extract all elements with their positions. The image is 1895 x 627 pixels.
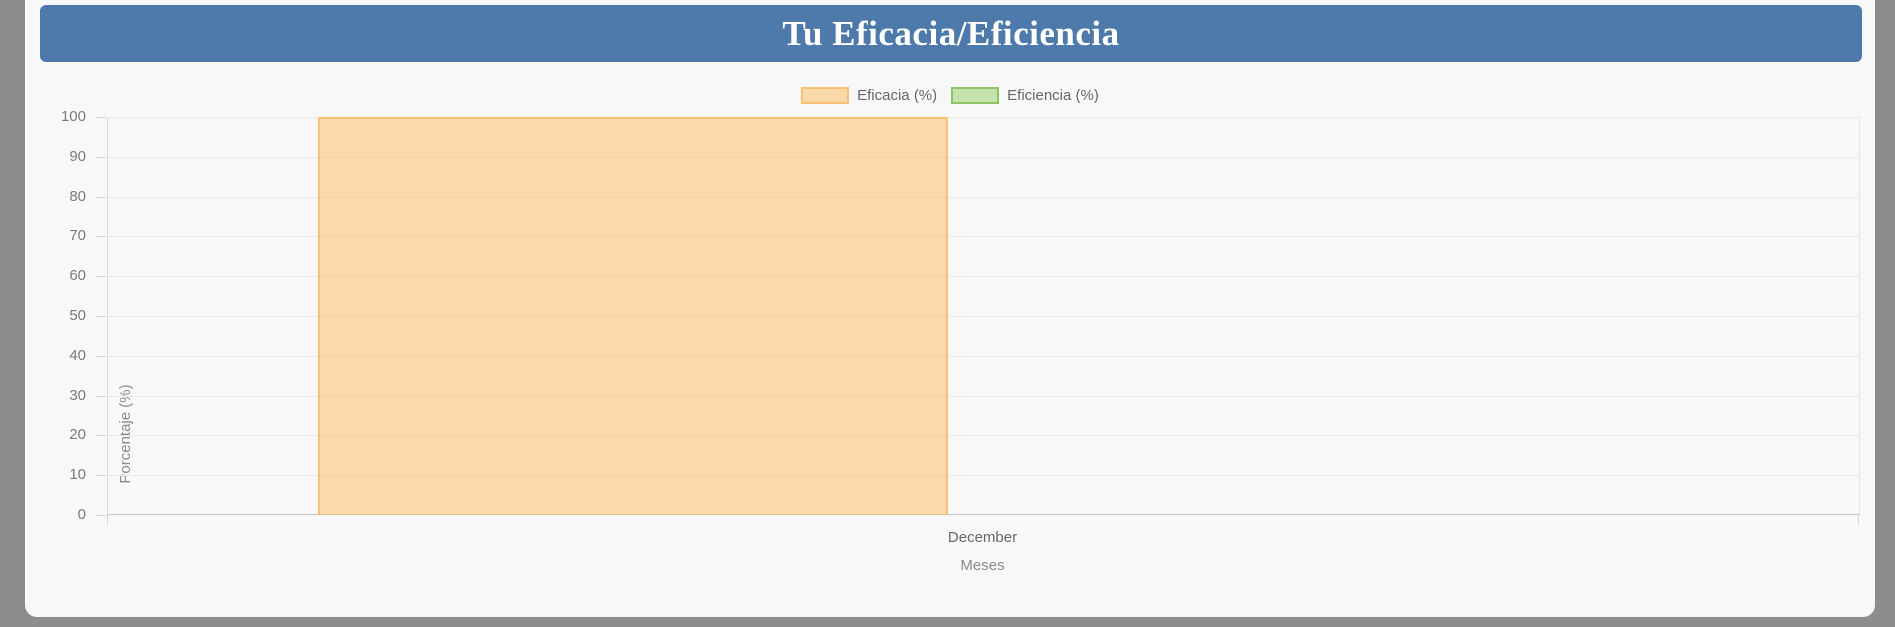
y-tick-label: 50 xyxy=(69,307,86,324)
y-tick-mark xyxy=(96,117,106,118)
y-tick-label: 40 xyxy=(69,346,86,364)
y-tick-mark xyxy=(96,395,106,397)
y-tick-label: 10 xyxy=(69,466,86,484)
content-card: Tu Eficacia/Eficiencia Eficacia (%) Efici… xyxy=(25,0,1875,617)
y-tick-mark xyxy=(96,355,106,357)
y-tick-label: 20 xyxy=(69,426,86,444)
y-tick-label: 80 xyxy=(69,187,86,205)
legend-item-eficiencia[interactable]: Eficiencia (%) xyxy=(951,86,1099,104)
x-axis-category-labels: December xyxy=(107,529,1858,547)
y-tick-mark xyxy=(96,196,106,198)
gridline xyxy=(108,276,1859,278)
x-axis-title: Meses xyxy=(960,557,1005,574)
x-tick-mark xyxy=(107,515,108,525)
y-tick-label: 70 xyxy=(69,227,86,245)
y-tick-mark xyxy=(96,276,106,278)
y-tick-mark xyxy=(96,236,106,238)
bar-eficacia-december[interactable] xyxy=(318,117,949,515)
y-tick-label: 100 xyxy=(60,108,86,125)
y-tick-mark xyxy=(96,316,106,317)
chart-legend: Eficacia (%) Eficiencia (%) xyxy=(25,85,1875,105)
legend-swatch-icon xyxy=(951,86,1000,104)
chart-title-bar: Tu Eficacia/Eficiencia xyxy=(40,5,1862,62)
gridline xyxy=(108,316,1859,317)
legend-label: Eficacia (%) xyxy=(857,86,938,104)
x-tick-mark xyxy=(1858,515,1859,525)
legend-label: Eficiencia (%) xyxy=(1007,86,1099,104)
x-tick-label: December xyxy=(947,529,1018,546)
gridline xyxy=(108,117,1859,118)
gridline xyxy=(108,236,1859,238)
gridline xyxy=(108,196,1859,198)
y-tick-label: 30 xyxy=(69,386,86,404)
gridline xyxy=(108,435,1859,437)
gridline xyxy=(108,395,1859,397)
plot-area: Porcentaje (%) xyxy=(107,117,1860,515)
y-tick-mark xyxy=(96,515,106,516)
page-title: Tu Eficacia/Eficiencia xyxy=(782,14,1120,53)
legend-swatch-icon xyxy=(801,86,850,104)
y-tick-label: 0 xyxy=(77,506,86,523)
y-tick-label: 60 xyxy=(69,267,86,285)
y-tick-mark xyxy=(96,435,106,437)
legend-item-eficacia[interactable]: Eficacia (%) xyxy=(801,86,938,104)
y-tick-mark xyxy=(96,156,106,158)
x-axis-baseline xyxy=(108,514,1859,515)
y-tick-label: 90 xyxy=(69,147,86,165)
gridline xyxy=(108,355,1859,357)
gridline xyxy=(108,475,1859,477)
y-tick-mark xyxy=(96,475,106,477)
gridline xyxy=(108,156,1859,158)
